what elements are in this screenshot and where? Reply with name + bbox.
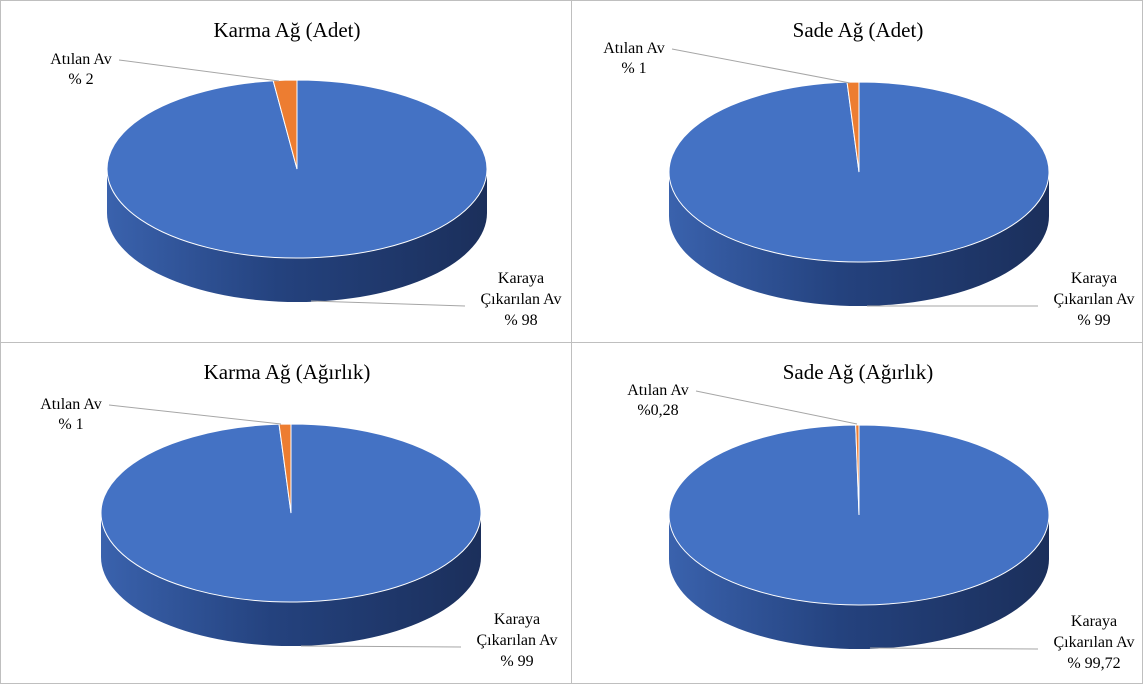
leader-line-karaya-cikarilan-av (310, 300, 466, 307)
category-label-karaya-line1: Karaya (1071, 270, 1117, 287)
pie-chart-panel: Sade Ağ (Adet) Atılan Av % 1 Karaya Çıkarıla… (571, 0, 1143, 343)
leader-line-atilan-av (118, 59, 280, 82)
pie-chart-svg: Sade Ağ (Ağırlık) Atılan Av %0,28 Karaya Çık… (627, 360, 1134, 672)
data-label-karaya-cikarilan-av: Karaya Çıkarılan Av % 99 (476, 611, 557, 670)
chart-title: Karma Ağ (Adet) (214, 18, 361, 42)
data-label-karaya-cikarilan-av: Karaya Çıkarılan Av % 99 (1053, 270, 1134, 329)
leader-line-atilan-av (695, 390, 858, 425)
pie-side-wall (101, 513, 481, 646)
category-label-karaya-line2: Çıkarılan Av (480, 291, 561, 308)
value-label-karaya-cikarilan-av: % 99 (1077, 312, 1110, 329)
category-label-atilan-av: Atılan Av (40, 396, 101, 413)
leader-line-atilan-av (671, 48, 851, 84)
category-label-karaya-line1: Karaya (494, 611, 540, 628)
pie-chart-panel: Karma Ağ (Adet) Atılan Av % 2 Karaya Çıkarıl… (0, 0, 572, 343)
pie-chart-svg: Karma Ağ (Ağırlık) Atılan Av % 1 Karaya Çıka… (40, 360, 557, 670)
pie-chart-panel: Sade Ağ (Ağırlık) Atılan Av %0,28 Karaya Çık… (571, 342, 1143, 684)
value-label-atilan-av: % 1 (621, 60, 646, 77)
category-label-karaya-line2: Çıkarılan Av (1053, 634, 1134, 651)
value-label-karaya-cikarilan-av: % 98 (504, 312, 537, 329)
category-label-karaya-line2: Çıkarılan Av (1053, 291, 1134, 308)
data-label-atilan-av: Atılan Av % 2 (50, 51, 111, 88)
leader-line-atilan-av (108, 404, 282, 425)
value-label-karaya-cikarilan-av: % 99 (500, 653, 533, 670)
category-label-karaya-line1: Karaya (1071, 613, 1117, 630)
value-label-atilan-av: %0,28 (637, 402, 678, 419)
value-label-karaya-cikarilan-av: % 99,72 (1067, 655, 1120, 672)
category-label-atilan-av: Atılan Av (603, 40, 664, 57)
category-label-karaya-line1: Karaya (498, 270, 544, 287)
leader-line-karaya-cikarilan-av (869, 647, 1039, 650)
chart-title: Sade Ağ (Adet) (793, 18, 924, 42)
pie-chart-panel: Karma Ağ (Ağırlık) Atılan Av % 1 Karaya Çıka… (0, 342, 572, 684)
pie-side-wall (669, 172, 1049, 306)
category-label-atilan-av: Atılan Av (627, 382, 688, 399)
data-label-atilan-av: Atılan Av %0,28 (627, 382, 688, 419)
value-label-atilan-av: % 2 (68, 71, 93, 88)
category-label-atilan-av: Atılan Av (50, 51, 111, 68)
value-label-atilan-av: % 1 (58, 416, 83, 433)
chart-title: Sade Ağ (Ağırlık) (783, 360, 933, 384)
pie-side-wall (107, 169, 487, 302)
leader-line-karaya-cikarilan-av (300, 645, 462, 648)
pie-side-wall (669, 515, 1049, 649)
chart-title: Karma Ağ (Ağırlık) (204, 360, 371, 384)
data-label-karaya-cikarilan-av: Karaya Çıkarılan Av % 99,72 (1053, 613, 1134, 672)
data-label-atilan-av: Atılan Av % 1 (40, 396, 101, 433)
pie-chart-svg: Karma Ağ (Adet) Atılan Av % 2 Karaya Çıkarıl… (50, 18, 561, 329)
data-label-atilan-av: Atılan Av % 1 (603, 40, 664, 77)
pie-chart-svg: Sade Ağ (Adet) Atılan Av % 1 Karaya Çıkarıla… (603, 18, 1134, 329)
data-label-karaya-cikarilan-av: Karaya Çıkarılan Av % 98 (480, 270, 561, 329)
pie-slice-atilan-av (855, 424, 860, 516)
category-label-karaya-line2: Çıkarılan Av (476, 632, 557, 649)
